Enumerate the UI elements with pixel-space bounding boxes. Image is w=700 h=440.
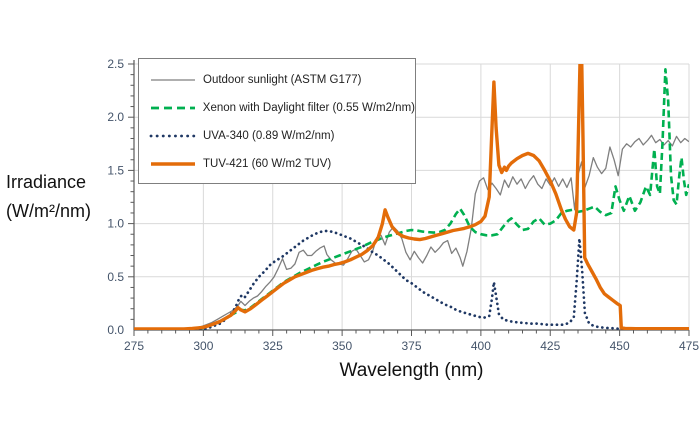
x-tick-label: 300: [193, 339, 213, 353]
legend-item-tuv421: TUV-421 (60 W/m2 TUV): [149, 150, 415, 178]
y-tick-label: 2.5: [107, 57, 124, 71]
legend-label: Outdoor sunlight (ASTM G177): [203, 74, 362, 86]
legend: Outdoor sunlight (ASTM G177) Xenon with D…: [138, 58, 416, 184]
legend-sample-tuv421: [151, 162, 195, 166]
y-axis-title-line1: Irradiance: [6, 172, 87, 192]
x-tick-label: 350: [332, 339, 352, 353]
x-tick-label: 325: [263, 339, 283, 353]
x-tick-label: 425: [540, 339, 560, 353]
series-sunlight: [134, 134, 689, 330]
legend-item-sunlight: Outdoor sunlight (ASTM G177): [149, 66, 415, 94]
x-axis-title: Wavelength (nm): [339, 360, 484, 381]
x-tick-label: 400: [471, 339, 491, 353]
y-tick-label: 1.5: [107, 163, 124, 177]
x-tick-label: 275: [124, 339, 144, 353]
x-tick-label: 450: [610, 339, 630, 353]
legend-item-uva340: UVA-340 (0.89 W/m2/nm): [149, 122, 415, 150]
legend-item-xenon: Xenon with Daylight filter (0.55 W/m2/nm…: [149, 94, 415, 122]
x-tick-label: 475: [679, 339, 699, 353]
legend-sample-sunlight: [151, 79, 195, 81]
y-tick-label: 0.5: [107, 270, 124, 284]
legend-label: TUV-421 (60 W/m2 TUV): [203, 158, 332, 170]
series-uva340: [134, 229, 689, 330]
series-tuv421: [134, 64, 689, 330]
legend-sample-uva340: [149, 134, 197, 138]
y-tick-label: 0.0: [107, 323, 124, 337]
series-xenon: [134, 68, 689, 330]
legend-label: Xenon with Daylight filter (0.55 W/m2/nm…: [202, 102, 415, 114]
y-tick-label: 2.0: [107, 110, 124, 124]
legend-label: UVA-340 (0.89 W/m2/nm): [203, 130, 335, 142]
y-axis-title-line2: (W/m²/nm): [6, 200, 91, 221]
y-axis-title: Irradiance (W/m²/nm): [6, 168, 91, 226]
y-tick-label: 1.0: [107, 217, 124, 231]
x-tick-label: 375: [401, 339, 421, 353]
legend-sample-xenon: [151, 106, 195, 110]
